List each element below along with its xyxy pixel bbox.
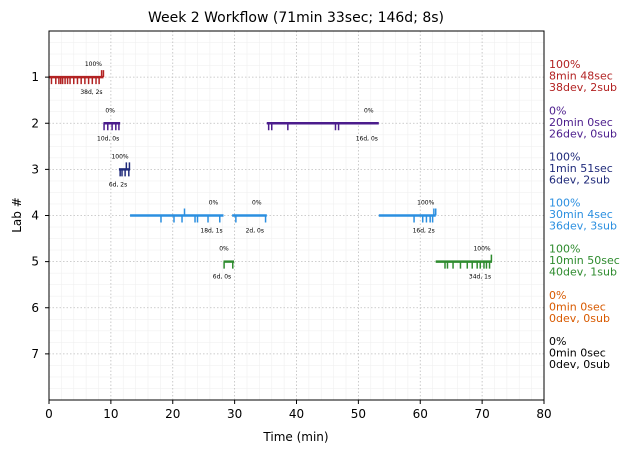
x-tick-label: 80	[536, 407, 551, 421]
legend-lab-5-line: 100%	[549, 243, 580, 256]
x-tick-label: 0	[45, 407, 53, 421]
legend-lab-2-line: 20min 0sec	[549, 116, 613, 129]
y-tick-label: 3	[31, 162, 39, 176]
segment-percent-label: 0%	[209, 200, 219, 207]
legend-lab-4-line: 100%	[549, 197, 580, 210]
segment-stats-label: 16d, 0s	[356, 135, 378, 142]
segment-percent-label: 100%	[85, 61, 102, 68]
x-tick-label: 70	[474, 407, 489, 421]
legend-lab-3-line: 1min 51sec	[549, 162, 613, 175]
segment-percent-label: 0%	[364, 107, 374, 114]
legend-lab-1-line: 38dev, 2sub	[549, 81, 617, 94]
y-tick-label: 6	[31, 301, 39, 315]
x-tick-label: 50	[351, 407, 366, 421]
x-tick-label: 60	[413, 407, 428, 421]
legend-lab-5-line: 40dev, 1sub	[549, 266, 617, 279]
grid-layer	[49, 31, 544, 400]
legend-lab-3-line: 6dev, 2sub	[549, 173, 610, 186]
axes-layer: 0 10 20 30 40 50 60 70 80 1 2 3 4 5 6 7	[31, 70, 551, 421]
legend-lab-6-line: 0min 0sec	[549, 300, 606, 313]
legend-lab-1-line: 100%	[549, 58, 580, 71]
data-layer: 100% 38d, 2s 0% 10d, 0s 0% 16d, 0s 100% 6d, 2s 0…	[49, 61, 493, 281]
legend-lab-7-line: 0dev, 0sub	[549, 358, 610, 371]
segment-percent-label: 100%	[417, 200, 434, 207]
segment-stats-label: 6d, 2s	[109, 181, 127, 188]
legend-lab-5-line: 10min 50sec	[549, 254, 620, 267]
legend-lab-4-line: 30min 4sec	[549, 208, 613, 221]
legend-lab-6-line: 0dev, 0sub	[549, 312, 610, 325]
y-tick-label: 2	[31, 116, 39, 130]
y-tick-label: 1	[31, 70, 39, 84]
segment-percent-label: 0%	[105, 107, 115, 114]
segment-stats-label: 18d, 1s	[200, 228, 222, 235]
segment-stats-label: 34d, 1s	[469, 274, 491, 281]
segment-stats-label: 2d, 0s	[246, 228, 264, 235]
legend-lab-1-line: 8min 48sec	[549, 70, 613, 83]
segment-percent-label: 100%	[111, 153, 128, 160]
legend-lab-4-line: 36dev, 3sub	[549, 220, 617, 233]
legend-lab-2-line: 0%	[549, 104, 566, 117]
segment-percent-label: 0%	[252, 200, 262, 207]
segment-stats-label: 10d, 0s	[97, 135, 119, 142]
segment-percent-label: 100%	[473, 246, 490, 253]
y-tick-label: 4	[31, 209, 39, 223]
legend-lab-7-line: 0min 0sec	[549, 346, 606, 359]
segment-percent-label: 0%	[219, 246, 229, 253]
segment-stats-label: 16d, 2s	[413, 228, 435, 235]
x-axis-label: Time (min)	[262, 430, 328, 444]
legend-lab-7-line: 0%	[549, 335, 566, 348]
legend-lab-3-line: 100%	[549, 150, 580, 163]
legend-lab-2-line: 26dev, 0sub	[549, 127, 617, 140]
y-tick-label: 5	[31, 255, 39, 269]
x-tick-label: 30	[227, 407, 242, 421]
x-tick-label: 10	[103, 407, 118, 421]
x-tick-label: 40	[289, 407, 304, 421]
x-tick-label: 20	[165, 407, 180, 421]
segment-stats-label: 38d, 2s	[80, 89, 102, 96]
chart-title: Week 2 Workflow (71min 33sec; 146d; 8s)	[148, 10, 444, 26]
segment-stats-label: 6d, 0s	[213, 274, 231, 281]
y-axis-label: Lab #	[10, 197, 24, 233]
y-tick-label: 7	[31, 347, 39, 361]
legend-lab-6-line: 0%	[549, 289, 566, 302]
